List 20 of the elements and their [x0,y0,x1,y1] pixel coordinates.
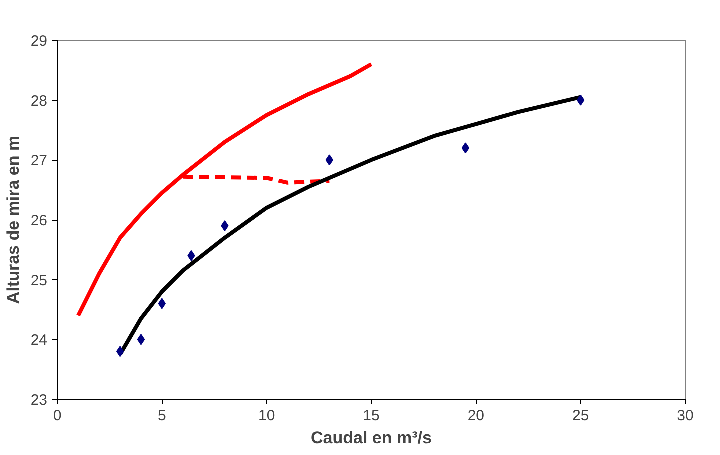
x-tick-label: 5 [158,408,166,424]
x-tick-label: 10 [258,408,276,424]
point [116,346,124,358]
x-tick-label: 30 [677,408,694,424]
x-tick-label: 15 [363,408,380,424]
x-tick-label: 0 [53,408,62,424]
point [137,334,146,346]
y-tick-label: 28 [30,92,48,110]
y-tick-label: 23 [30,392,48,409]
y-tick-label: 25 [30,272,48,290]
y-axis-title: Alturas de mira en m [4,136,23,304]
y-tick-label: 29 [30,33,48,50]
x-axis-title: Caudal en m³/s [311,428,432,448]
y-tick-label: 27 [30,152,48,170]
line-series [76,62,374,318]
x-tick-label: 20 [468,408,485,424]
point [462,142,470,154]
x-tick-label: 25 [572,408,590,424]
y-tick-label: 26 [30,212,48,230]
y-tick-label: 24 [30,332,48,350]
